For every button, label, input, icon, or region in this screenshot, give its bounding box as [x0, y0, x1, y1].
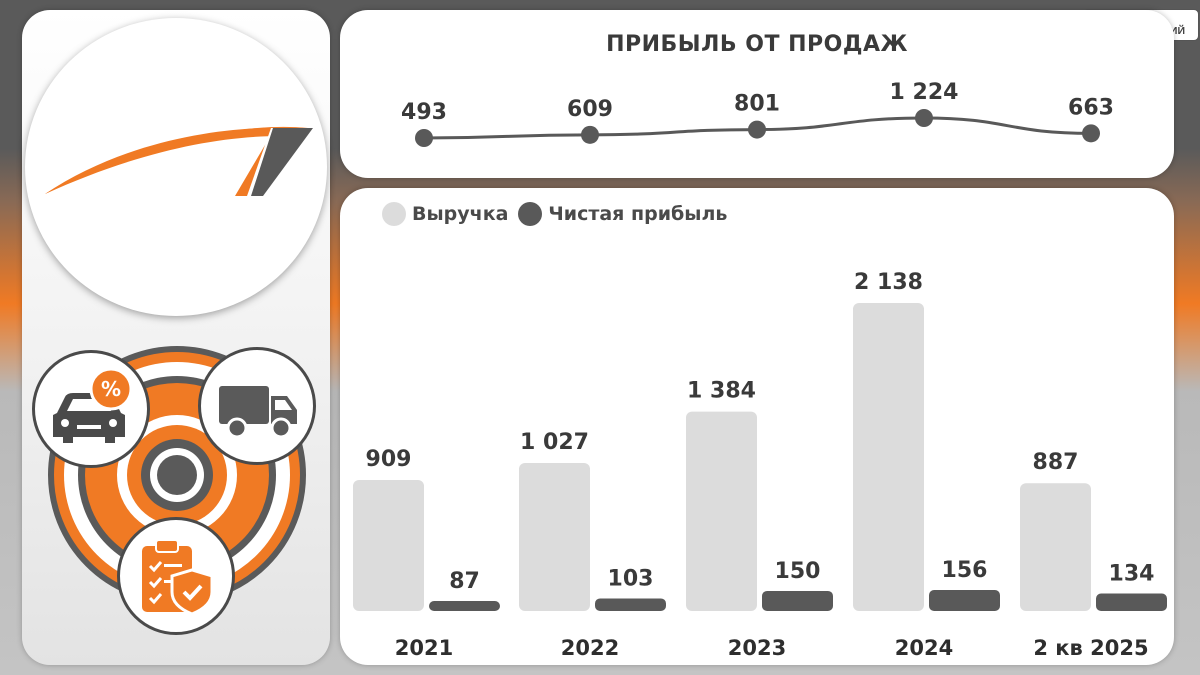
- profit-point: [748, 120, 766, 139]
- category-label: 2 кв 2025: [1033, 636, 1148, 660]
- legend-swatch-revenue: [382, 202, 406, 226]
- revenue-label: 909: [366, 447, 412, 472]
- legend-item-net-profit: Чистая прибыль: [518, 202, 727, 226]
- net-profit-label: 150: [775, 559, 821, 584]
- operating-profit-card: ПРИБЫЛЬ ОТ ПРОДАЖ 493 609 801 1 224 663: [340, 10, 1174, 178]
- net-profit-label: 87: [449, 569, 480, 594]
- category-label: 2024: [895, 636, 953, 660]
- net-profit-label: 134: [1109, 562, 1155, 587]
- profit-label: 663: [1068, 95, 1114, 120]
- category-label: 2022: [561, 636, 619, 660]
- chart-legend: Выручка Чистая прибыль: [382, 202, 737, 226]
- net-profit-bar: [1096, 593, 1167, 611]
- profit-point: [915, 109, 933, 127]
- profit-label: 609: [567, 97, 613, 122]
- revenue-bar: [686, 411, 757, 611]
- logo-mark: [45, 126, 313, 196]
- bar-chart: 909 87 2021 1 027 103 2022 1 384 150 2023 2 138 15…: [353, 270, 1167, 660]
- revenue-profit-card: Выручка Чистая прибыль 909 87 2021 1 027 103…: [340, 188, 1174, 665]
- profit-point: [581, 125, 599, 144]
- revenue-bar: [519, 463, 590, 611]
- category-label: 2023: [728, 636, 786, 660]
- truck-icon: [198, 347, 316, 465]
- net-profit-bar: [595, 598, 666, 611]
- profit-label: 1 224: [890, 80, 959, 105]
- profit-label: 493: [401, 100, 447, 125]
- legend-label-net-profit: Чистая прибыль: [548, 203, 728, 225]
- net-profit-bar: [762, 590, 833, 611]
- car-percent-icon: %: [32, 350, 150, 468]
- revenue-bar: [353, 480, 424, 611]
- revenue-label: 1 027: [520, 430, 589, 455]
- net-profit-bar: [429, 601, 500, 611]
- line-chart: 493 609 801 1 224 663: [401, 80, 1114, 147]
- legend-label-revenue: Выручка: [412, 203, 509, 225]
- profit-point: [415, 129, 433, 147]
- chart-title: ПРИБЫЛЬ ОТ ПРОДАЖ: [606, 32, 908, 57]
- net-profit-label: 103: [608, 566, 654, 591]
- revenue-label: 1 384: [687, 379, 756, 404]
- profit-point: [1082, 124, 1100, 143]
- category-label: 2021: [395, 636, 453, 660]
- company-logo: [25, 18, 327, 316]
- clipboard-shield-icon: [117, 517, 235, 635]
- net-profit-bar: [929, 590, 1000, 611]
- legend-swatch-net-profit: [518, 202, 543, 226]
- revenue-label: 2 138: [854, 270, 923, 295]
- revenue-bar: [1020, 483, 1091, 611]
- legend-item-revenue: Выручка: [382, 202, 508, 226]
- svg-text:%: %: [101, 377, 121, 401]
- profit-label: 801: [734, 92, 780, 117]
- revenue-label: 887: [1033, 450, 1079, 475]
- revenue-bar: [853, 303, 924, 611]
- net-profit-label: 156: [942, 558, 988, 583]
